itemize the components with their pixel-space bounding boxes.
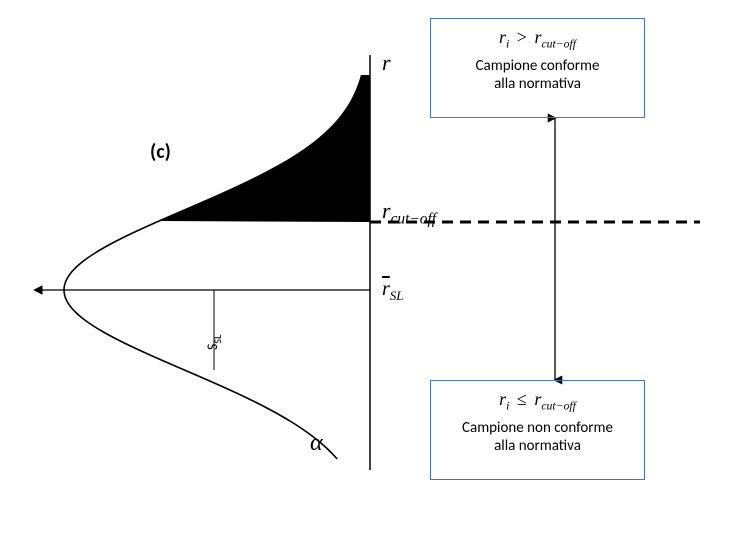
tb-rcut-sub: cut−off	[541, 38, 576, 51]
top-box-caption: Campione conforme alla normativa	[441, 57, 634, 95]
tb-cap2: alla normativa	[494, 75, 581, 93]
tb-cap1: Campione conforme	[476, 57, 600, 75]
bottom-box-formula: ri ≤ rcut−off	[441, 389, 634, 413]
rcut-r: r	[382, 198, 391, 223]
bb-cap1: Campione non conforme	[462, 419, 613, 437]
r-axis-label: r	[382, 50, 391, 76]
ssl-sub: SL	[211, 335, 224, 344]
ssl-main: S	[204, 344, 221, 350]
top-box-formula: ri > rcut−off	[441, 27, 634, 51]
bottom-box-caption: Campione non conforme alla normativa	[441, 419, 634, 457]
tb-ri-i: i	[506, 38, 509, 51]
bb-op: ≤	[514, 389, 530, 409]
rbar-sl-label: rSL	[382, 278, 404, 304]
nonconforming-box: ri ≤ rcut−off Campione non conforme alla…	[430, 380, 645, 480]
ssl-label: SSL	[204, 335, 224, 350]
panel-label: (c)	[150, 140, 171, 164]
tb-ri-r: r	[499, 27, 506, 47]
bb-ri-i: i	[506, 400, 509, 413]
alpha-region	[159, 75, 370, 222]
rcut-sub: cut−off	[391, 210, 436, 227]
rbar-r: r	[382, 278, 390, 301]
tb-op: >	[514, 27, 530, 47]
conforming-box: ri > rcut−off Campione conforme alla nor…	[430, 18, 645, 118]
alpha-label: α	[310, 430, 323, 457]
bb-cap2: alla normativa	[494, 437, 581, 455]
distribution-curve	[64, 75, 362, 459]
r-cutoff-label: rcut−off	[382, 198, 436, 228]
bb-rcut-sub: cut−off	[541, 400, 576, 413]
rbar-sub: SL	[390, 288, 404, 303]
